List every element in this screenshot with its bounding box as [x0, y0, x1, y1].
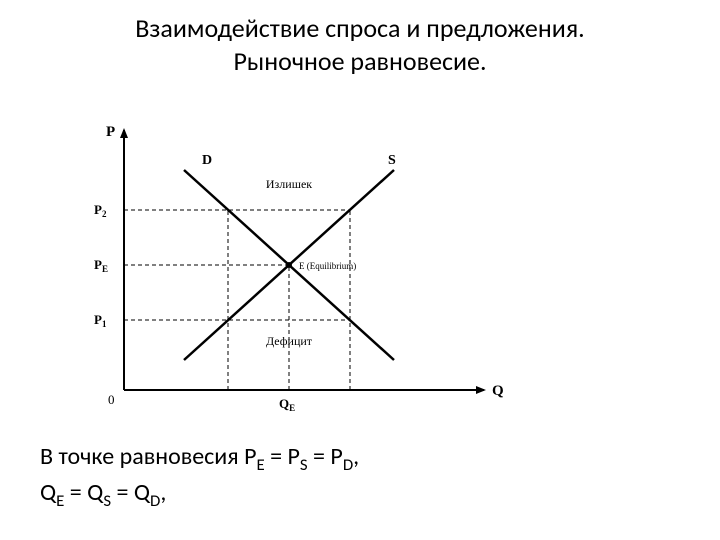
equilibrium-label: E (Equilibrium) [299, 261, 356, 271]
supply-label: S [388, 153, 396, 168]
x-axis-arrow [476, 386, 486, 394]
q-tick-label: QE [279, 396, 295, 413]
title-line-1: Взаимодействие спроса и предложения. [135, 12, 584, 44]
page-title: Взаимодействие спроса и предложения. Рын… [0, 0, 720, 77]
formula-line-1: В точке равновесия PE = PS = PD, [40, 442, 359, 471]
formula-line-2: QE = QS = QD, [40, 478, 166, 507]
guide-lines [124, 210, 350, 390]
origin-label: 0 [108, 392, 115, 407]
y-axis-label: P [106, 124, 115, 140]
y-axis-arrow [120, 128, 128, 138]
x-axis-label: Q [492, 383, 504, 399]
deficit-label: Дефицит [266, 334, 313, 348]
p-tick-label: PE [94, 257, 108, 274]
q-axis-tick: QE [279, 396, 295, 413]
p-tick-label: P2 [94, 202, 107, 219]
demand-label: D [202, 153, 212, 168]
equilibrium-point [286, 262, 292, 268]
p-tick-label: P1 [94, 312, 107, 329]
title-line-2: Рыночное равновесие. [233, 45, 486, 77]
supply-demand-chart: P Q 0 D S Излишек Дефицит E (Equilibrium… [64, 110, 524, 430]
chart-svg: P Q 0 D S Излишек Дефицит E (Equilibrium… [64, 110, 524, 430]
p-axis-ticks: P2 PE P1 [94, 202, 108, 329]
equilibrium-formula: В точке равновесия PE = PS = PD, QE = QS… [40, 441, 359, 512]
surplus-label: Излишек [266, 177, 312, 191]
